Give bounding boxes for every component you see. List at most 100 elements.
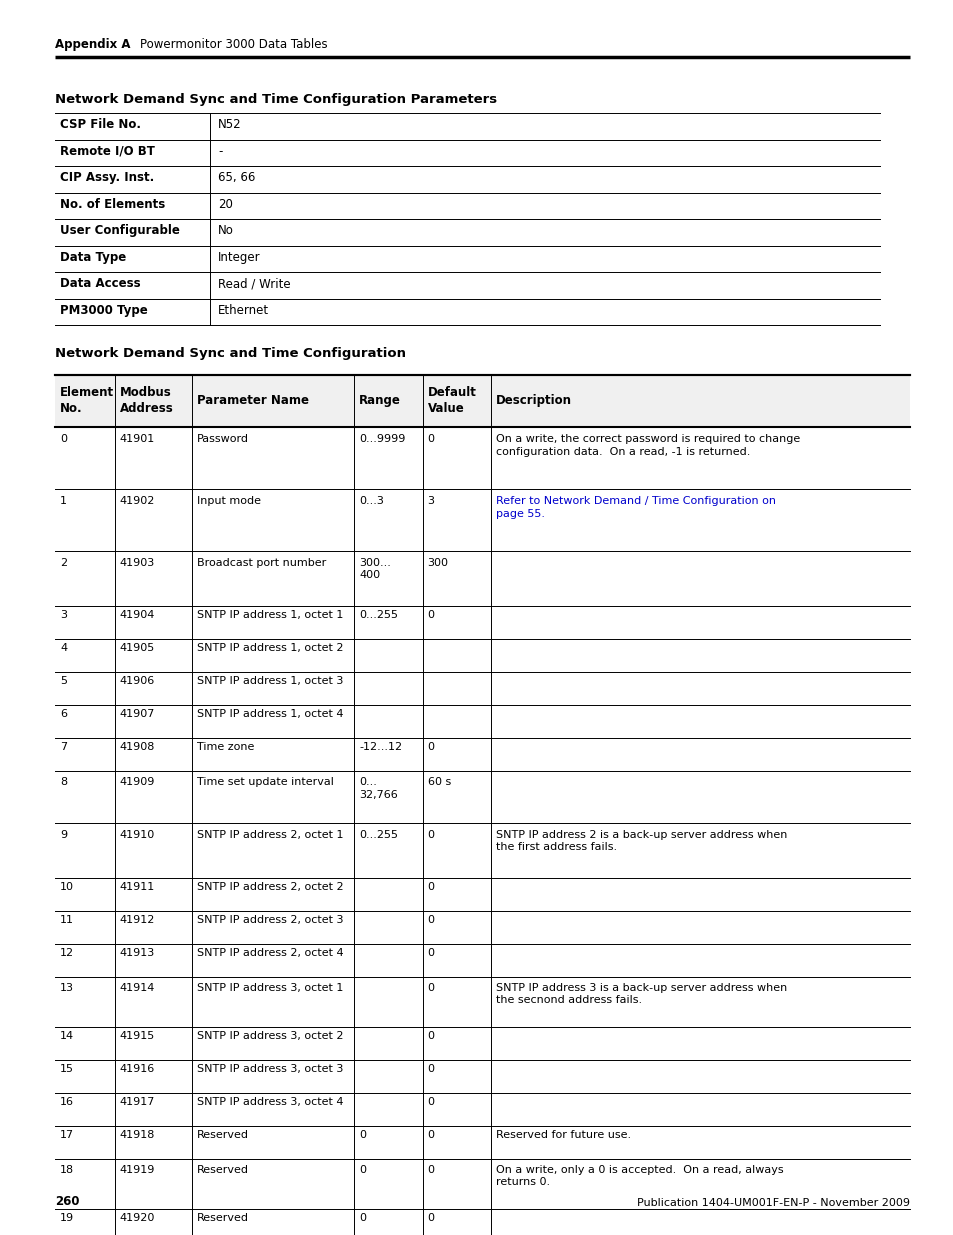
Text: Integer: Integer	[218, 251, 260, 264]
Text: 0: 0	[359, 1213, 366, 1223]
Text: SNTP IP address 2, octet 4: SNTP IP address 2, octet 4	[196, 948, 343, 958]
Text: 41913: 41913	[120, 948, 155, 958]
Text: 13: 13	[60, 983, 74, 993]
Text: 0...255: 0...255	[359, 830, 397, 840]
Text: 41903: 41903	[120, 557, 155, 568]
Text: 260: 260	[55, 1195, 79, 1208]
Text: 41917: 41917	[120, 1097, 155, 1107]
Text: Parameter Name: Parameter Name	[196, 394, 309, 408]
Text: 0...3: 0...3	[359, 496, 384, 506]
Text: No. of Elements: No. of Elements	[60, 198, 165, 211]
Text: 3: 3	[60, 610, 67, 620]
Text: 4: 4	[60, 643, 67, 653]
Text: 0...255: 0...255	[359, 610, 397, 620]
Text: SNTP IP address 3, octet 4: SNTP IP address 3, octet 4	[196, 1097, 343, 1107]
Text: Network Demand Sync and Time Configuration Parameters: Network Demand Sync and Time Configurati…	[55, 93, 497, 106]
Text: 0: 0	[427, 948, 435, 958]
Text: Input mode: Input mode	[196, 496, 260, 506]
Text: 0: 0	[359, 1165, 366, 1174]
Text: SNTP IP address 1, octet 4: SNTP IP address 1, octet 4	[196, 709, 343, 719]
Text: User Configurable: User Configurable	[60, 225, 180, 237]
Text: 0: 0	[427, 1213, 435, 1223]
Text: 41902: 41902	[120, 496, 155, 506]
Text: 12: 12	[60, 948, 74, 958]
Text: 0...
32,766: 0... 32,766	[359, 777, 397, 799]
Text: 18: 18	[60, 1165, 74, 1174]
Text: Description: Description	[496, 394, 572, 408]
Text: 5: 5	[60, 676, 67, 685]
Text: SNTP IP address 2, octet 2: SNTP IP address 2, octet 2	[196, 882, 343, 892]
Text: 0: 0	[427, 1031, 435, 1041]
Text: Reserved: Reserved	[196, 1213, 249, 1223]
Text: 41916: 41916	[120, 1065, 155, 1074]
Text: 0: 0	[427, 1165, 435, 1174]
Text: 0: 0	[60, 435, 67, 445]
Text: 0: 0	[427, 1097, 435, 1107]
Text: Modbus
Address: Modbus Address	[120, 387, 173, 415]
Text: SNTP IP address 3, octet 2: SNTP IP address 3, octet 2	[196, 1031, 343, 1041]
Text: 0: 0	[427, 1065, 435, 1074]
Text: 0: 0	[427, 882, 435, 892]
Text: 0: 0	[427, 435, 435, 445]
Text: Publication 1404-UM001F-EN-P - November 2009: Publication 1404-UM001F-EN-P - November …	[637, 1198, 909, 1208]
Text: 41920: 41920	[120, 1213, 155, 1223]
Text: No: No	[218, 225, 233, 237]
Text: SNTP IP address 2, octet 3: SNTP IP address 2, octet 3	[196, 915, 343, 925]
Text: 0...9999: 0...9999	[359, 435, 405, 445]
Text: 41904: 41904	[120, 610, 155, 620]
Text: 9: 9	[60, 830, 67, 840]
Text: 41912: 41912	[120, 915, 155, 925]
Text: SNTP IP address 3 is a back-up server address when
the secnond address fails.: SNTP IP address 3 is a back-up server ad…	[496, 983, 786, 1005]
Text: Ethernet: Ethernet	[218, 304, 269, 317]
Text: 41909: 41909	[120, 777, 155, 787]
Text: CSP File No.: CSP File No.	[60, 119, 141, 131]
Text: 0: 0	[427, 1130, 435, 1140]
Text: 6: 6	[60, 709, 67, 719]
Text: PM3000 Type: PM3000 Type	[60, 304, 148, 317]
Text: Appendix A: Appendix A	[55, 38, 131, 51]
Text: 41911: 41911	[120, 882, 155, 892]
Text: -12...12: -12...12	[359, 742, 402, 752]
Text: 41918: 41918	[120, 1130, 155, 1140]
Text: 16: 16	[60, 1097, 74, 1107]
Text: 10: 10	[60, 882, 74, 892]
Text: 41905: 41905	[120, 643, 155, 653]
Text: Refer to Network Demand / Time Configuration on
page 55.: Refer to Network Demand / Time Configura…	[496, 496, 775, 519]
Text: N52: N52	[218, 119, 241, 131]
Text: 0: 0	[427, 915, 435, 925]
Text: Range: Range	[359, 394, 400, 408]
Text: 60 s: 60 s	[427, 777, 451, 787]
Text: 41906: 41906	[120, 676, 155, 685]
Text: 15: 15	[60, 1065, 74, 1074]
Text: Element
No.: Element No.	[60, 387, 114, 415]
Text: Read / Write: Read / Write	[218, 278, 291, 290]
Text: 41919: 41919	[120, 1165, 155, 1174]
Bar	[55, 375, 909, 427]
Text: SNTP IP address 1, octet 1: SNTP IP address 1, octet 1	[196, 610, 343, 620]
Text: 0: 0	[427, 742, 435, 752]
Text: Data Access: Data Access	[60, 278, 140, 290]
Text: Time set update interval: Time set update interval	[196, 777, 334, 787]
Text: 3: 3	[427, 496, 435, 506]
Text: 2: 2	[60, 557, 67, 568]
Text: On a write, the correct password is required to change
configuration data.  On a: On a write, the correct password is requ…	[496, 435, 800, 457]
Text: 300...
400: 300... 400	[359, 557, 391, 580]
Text: 17: 17	[60, 1130, 74, 1140]
Text: 0: 0	[427, 610, 435, 620]
Text: Reserved for future use.: Reserved for future use.	[496, 1130, 631, 1140]
Text: 8: 8	[60, 777, 67, 787]
Text: 41907: 41907	[120, 709, 155, 719]
Text: 41915: 41915	[120, 1031, 155, 1041]
Text: 41908: 41908	[120, 742, 155, 752]
Text: Time zone: Time zone	[196, 742, 253, 752]
Text: SNTP IP address 2 is a back-up server address when
the first address fails.: SNTP IP address 2 is a back-up server ad…	[496, 830, 786, 852]
Text: Broadcast port number: Broadcast port number	[196, 557, 326, 568]
Text: Data Type: Data Type	[60, 251, 126, 264]
Text: Network Demand Sync and Time Configuration: Network Demand Sync and Time Configurati…	[55, 347, 406, 359]
Text: 7: 7	[60, 742, 67, 752]
Text: 0: 0	[427, 983, 435, 993]
Text: 0: 0	[359, 1130, 366, 1140]
Text: 1: 1	[60, 496, 67, 506]
Text: 11: 11	[60, 915, 74, 925]
Text: Reserved: Reserved	[196, 1165, 249, 1174]
